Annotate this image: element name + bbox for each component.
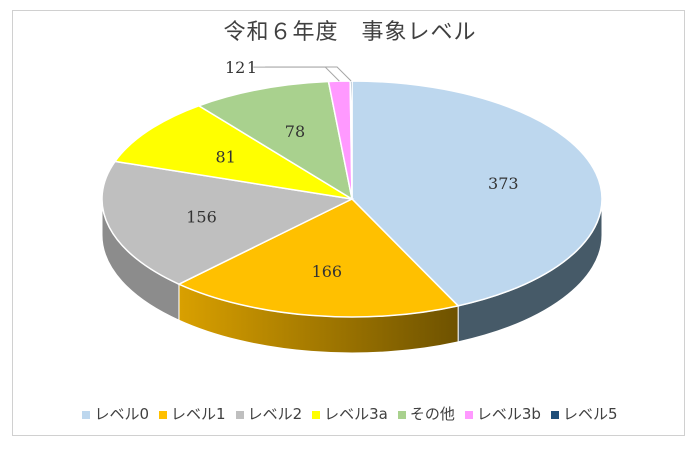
legend-item--: その他 [397,403,455,424]
pie-labels: 373 166 156 81 78 12 1 [186,58,518,281]
data-label--3b: 12 [225,58,245,77]
legend-item--1: レベル1 [159,403,226,424]
legend-label--1: レベル1 [171,405,226,423]
legend-label--3a: レベル3a [324,405,388,423]
chart-title: 令和６年度 事象レベル [223,20,477,45]
legend-swatch--1 [159,410,168,419]
legend-swatch--2 [235,410,244,419]
legend-item--3b: レベル3b [464,403,541,424]
data-label--0: 373 [488,174,519,193]
legend-label--3b: レベル3b [476,405,541,423]
legend-label--: その他 [409,405,455,423]
legend-swatch--5 [550,410,559,419]
legend-label--0: レベル0 [94,405,150,423]
legend-swatch--0 [82,410,91,419]
data-label--2: 156 [186,207,217,226]
data-label--5: 1 [247,58,257,77]
data-label--3a: 81 [215,148,235,167]
data-label--1: 166 [312,262,343,281]
legend-item--5: レベル5 [550,403,618,424]
legend-label--2: レベル2 [247,405,303,423]
pie-slice-- [197,80,354,201]
leader-line--3b [253,66,340,82]
pie-slice--1 [177,198,460,318]
legend-swatch--3a [312,410,321,419]
legend-label--5: レベル5 [562,405,618,423]
data-label--: 78 [285,122,305,141]
chart-legend: レベル0 レベル1 レベル2 レベル3a その他 レベル3b レベル5 [0,403,700,424]
legend-swatch--3b [464,410,473,419]
legend-item--2: レベル2 [235,403,303,424]
pie-slice--2 [101,160,355,285]
pie-slice--3a [113,104,353,200]
legend-swatch-- [397,410,406,419]
legend-item--3a: レベル3a [312,403,388,424]
leader-line--5 [265,66,352,82]
pie-slice--0 [351,80,603,307]
legend-item--0: レベル0 [82,403,149,424]
pie-slices [101,80,603,318]
